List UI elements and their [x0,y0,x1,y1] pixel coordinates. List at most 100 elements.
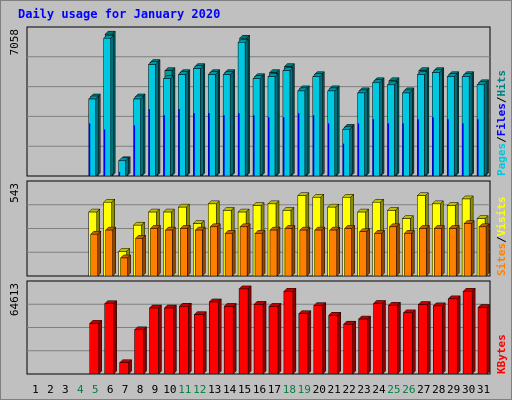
bar-kbytes-day-15-side [247,285,252,375]
bar-pages-day-13-side [214,71,219,177]
bar-sites-day-5-side [97,230,101,277]
x-tick-day-20: 20 [313,383,326,396]
legend-item-0: Sites [495,243,508,276]
bar-pages-day-12-side [200,65,204,177]
bar-kbytes-day-12-side [203,311,207,375]
bar-kbytes-day-27 [418,304,428,375]
y-max-label-kbytes: 64613 [8,283,21,316]
bar-pages-day-27-side [424,71,428,177]
bar-sites-day-16-side [261,229,266,277]
x-tick-day-30: 30 [462,383,475,396]
bar-pages-day-10-side [170,75,174,177]
bar-sites-day-30-side [470,219,475,277]
x-tick-day-14: 14 [223,383,237,396]
bar-sites-day-13-side [216,223,221,277]
bar-sites-day-18 [284,228,293,277]
bar-kbytes-day-7 [119,362,129,375]
legend-item-3: / [495,96,508,103]
x-tick-day-6: 6 [107,383,114,396]
bar-pages-day-26-side [409,89,413,177]
bar-pages-day-30-side [468,73,473,177]
x-tick-day-8: 8 [137,383,144,396]
bar-sites-day-20-side [321,226,326,277]
x-tick-day-15: 15 [238,383,251,396]
bar-pages-day-17-side [274,73,279,177]
bar-sites-day-28 [434,228,442,277]
bar-sites-day-12-side [202,226,206,277]
bar-sites-day-24 [374,233,382,277]
bar-sites-day-10 [165,229,173,277]
x-tick-day-28: 28 [432,383,445,396]
bar-sites-day-13 [209,226,218,277]
x-tick-day-10: 10 [163,383,176,396]
bar-sites-day-17-side [276,226,281,277]
legend-item-1: / [495,136,508,143]
bar-sites-day-20 [314,229,323,277]
legend-item-4: Hits [495,70,508,97]
bar-kbytes-day-15 [238,288,249,375]
legend-item-2: Visits [495,197,508,237]
bar-sites-day-8-side [142,234,146,277]
x-tick-day-24: 24 [372,383,386,396]
bar-sites-day-15 [239,226,248,277]
bar-pages-day-15-side [244,38,249,177]
bar-sites-day-21-side [336,226,340,277]
bar-kbytes-day-19-side [307,310,312,375]
x-tick-day-13: 13 [208,383,221,396]
bar-files-day-30 [462,123,464,176]
bar-kbytes-day-14 [223,306,234,375]
bar-files-day-26 [402,123,404,176]
legend-item-1: / [495,236,508,243]
x-tick-day-26: 26 [402,383,415,396]
bar-sites-day-7 [120,257,128,277]
bar-pages-day-20-side [319,73,324,177]
bar-sites-day-5 [90,233,98,277]
x-tick-day-31: 31 [477,383,490,396]
bar-sites-day-23 [359,231,367,277]
legend-item-0: Pages [495,143,508,176]
bar-files-day-20 [312,115,315,176]
bar-pages-day-28-side [439,69,443,177]
bar-kbytes-day-27-side [427,300,431,375]
bar-files-day-27 [417,119,419,176]
legend-item-2: Files [495,103,508,136]
bar-kbytes-day-28 [433,305,443,375]
bar-kbytes-day-20-side [322,301,327,375]
bar-sites-day-29 [448,228,457,277]
bar-sites-day-30 [463,223,472,277]
bar-sites-day-7-side [127,254,131,277]
x-tick-day-2: 2 [47,383,54,396]
bar-sites-day-11-side [187,224,191,277]
bar-files-day-9 [148,109,150,176]
bar-pages-day-23-side [364,89,368,177]
bar-kbytes-day-19 [298,313,309,375]
bar-sites-day-16 [254,233,263,277]
bar-sites-day-9-side [157,224,161,277]
bar-kbytes-day-22 [343,323,353,375]
x-tick-day-29: 29 [447,383,460,396]
bar-files-day-16 [253,115,255,176]
bar-pages-day-5-side [95,95,99,177]
x-tick-day-12: 12 [193,383,206,396]
legend-item-0: KBytes [495,334,508,374]
bar-pages-day-21-side [334,87,338,177]
bar-sites-day-14-side [231,229,236,277]
y-max-label-visits-sites: 543 [8,183,21,203]
bar-files-day-18 [282,117,285,176]
bar-pages-day-31-side [483,81,488,177]
bar-kbytes-day-26-side [412,309,416,375]
y-max-label-hits-files-pages: 7058 [8,29,21,56]
x-tick-day-11: 11 [178,383,191,396]
x-tick-day-22: 22 [342,383,355,396]
bar-sites-day-18-side [291,224,296,277]
bar-kbytes-day-5-side [98,319,102,375]
bar-pages-day-15 [237,42,246,177]
x-tick-day-16: 16 [253,383,266,396]
bar-files-day-31 [477,119,479,176]
bar-kbytes-day-6 [104,303,114,375]
bar-kbytes-day-28-side [442,302,446,375]
bar-kbytes-day-30-side [471,287,476,375]
bar-kbytes-day-17 [268,306,279,375]
bar-files-day-23 [357,123,360,176]
bar-kbytes-day-25-side [397,301,401,375]
